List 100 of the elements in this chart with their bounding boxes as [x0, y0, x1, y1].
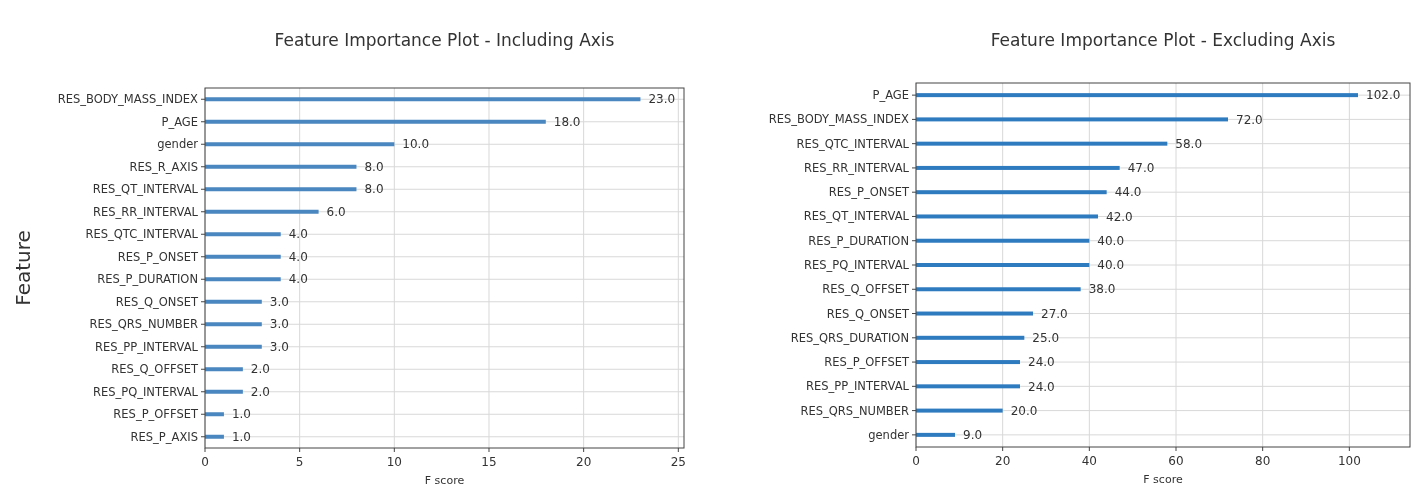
- y-tick-label: gender: [868, 427, 910, 442]
- data-label: 23.0: [648, 92, 676, 107]
- bar: [205, 209, 319, 214]
- y-tick-label: RES_P_ONSET: [117, 249, 199, 264]
- data-label: 2.0: [250, 362, 270, 377]
- x-tick-label: 0: [912, 454, 920, 468]
- x-tick-label: 5: [295, 455, 304, 469]
- y-tick-label: RES_QRS_NUMBER: [89, 317, 198, 332]
- bar: [916, 335, 1025, 340]
- data-label: 4.0: [288, 249, 308, 264]
- data-label: 44.0: [1114, 185, 1142, 200]
- y-tick-label: RES_PP_INTERVAL: [95, 339, 199, 354]
- bar: [916, 408, 1003, 413]
- y-tick-label: RES_BODY_MASS_INDEX: [768, 112, 910, 127]
- y-tick-label: RES_QT_INTERVAL: [803, 209, 910, 224]
- data-label: 8.0: [364, 159, 384, 174]
- data-label: 102.0: [1366, 88, 1401, 103]
- y-tick-label: RES_QTC_INTERVAL: [796, 136, 910, 151]
- data-label: 10.0: [402, 137, 430, 152]
- bar: [205, 277, 281, 282]
- y-tick-label: P_AGE: [872, 88, 909, 103]
- x-tick-label: 10: [386, 455, 402, 469]
- bar: [916, 93, 1358, 98]
- y-tick-label: RES_Q_ONSET: [826, 306, 910, 321]
- data-label: 24.0: [1028, 379, 1055, 394]
- bar: [916, 432, 955, 437]
- y-axis-title: Feature: [11, 230, 35, 306]
- y-tick-label: RES_P_AXIS: [130, 429, 198, 444]
- x-tick-label: 40: [1081, 454, 1097, 468]
- x-tick-label: 25: [670, 455, 686, 469]
- data-label: 6.0: [326, 204, 346, 219]
- bar: [916, 238, 1090, 243]
- bar: [205, 142, 395, 147]
- y-tick-label: RES_PQ_INTERVAL: [803, 258, 910, 273]
- y-tick-label: RES_P_ONSET: [828, 185, 910, 200]
- data-label: 58.0: [1175, 136, 1203, 151]
- y-tick-label: RES_QRS_NUMBER: [800, 403, 909, 418]
- data-label: 8.0: [364, 182, 384, 197]
- y-tick-label: RES_P_OFFSET: [113, 407, 199, 422]
- bar: [205, 367, 243, 372]
- bar: [916, 190, 1107, 195]
- y-tick-label: RES_QTC_INTERVAL: [85, 227, 199, 242]
- bar: [205, 232, 281, 237]
- bar: [916, 384, 1020, 389]
- x-tick-label: 20: [995, 454, 1011, 468]
- y-tick-label: RES_PP_INTERVAL: [806, 379, 910, 394]
- data-label: 47.0: [1127, 161, 1155, 176]
- y-tick-label: RES_P_DURATION: [97, 272, 198, 287]
- y-tick-label: gender: [157, 137, 199, 152]
- data-label: 1.0: [231, 407, 252, 422]
- bar: [205, 344, 262, 349]
- y-tick-label: RES_P_DURATION: [808, 233, 909, 248]
- bar: [916, 360, 1020, 365]
- data-label: 2.0: [250, 384, 270, 399]
- data-label: 1.0: [231, 429, 252, 444]
- data-label: 38.0: [1088, 282, 1116, 297]
- x-axis-title: F score: [1143, 473, 1183, 486]
- data-label: 72.0: [1236, 112, 1263, 127]
- y-tick-label: RES_RR_INTERVAL: [92, 204, 199, 219]
- data-label: 4.0: [288, 272, 308, 287]
- bar: [916, 165, 1120, 170]
- x-tick-label: 100: [1337, 454, 1361, 468]
- y-tick-label: RES_QRS_DURATION: [790, 330, 909, 345]
- y-tick-label: RES_R_AXIS: [129, 159, 198, 174]
- data-label: 25.0: [1032, 331, 1060, 345]
- data-label: 3.0: [269, 317, 289, 332]
- x-tick-label: 0: [201, 455, 209, 469]
- bar: [916, 311, 1033, 316]
- x-tick-label: 60: [1168, 454, 1184, 468]
- y-tick-label: RES_PQ_INTERVAL: [92, 384, 199, 399]
- x-tick-label: 20: [576, 455, 592, 469]
- data-label: 27.0: [1041, 306, 1068, 321]
- y-tick-label: RES_BODY_MASS_INDEX: [57, 92, 199, 107]
- data-label: 40.0: [1097, 258, 1125, 273]
- bar: [205, 389, 243, 394]
- data-label: 3.0: [269, 294, 289, 309]
- data-label: 3.0: [269, 339, 289, 354]
- data-label: 18.0: [553, 114, 581, 129]
- bar: [916, 117, 1228, 122]
- bar: [916, 263, 1090, 267]
- x-axis-title: F score: [424, 474, 465, 487]
- y-tick-label: RES_QT_INTERVAL: [92, 182, 199, 197]
- bar: [205, 434, 224, 439]
- bar: [916, 141, 1168, 146]
- y-tick-label: RES_Q_OFFSET: [111, 362, 199, 377]
- y-tick-label: RES_P_OFFSET: [824, 355, 910, 370]
- bar: [205, 254, 281, 259]
- bar: [205, 187, 357, 192]
- chart-title: Feature Importance Plot - Excluding Axis: [990, 30, 1336, 50]
- data-label: 24.0: [1028, 355, 1055, 370]
- bar: [205, 299, 262, 304]
- data-label: 20.0: [1010, 403, 1038, 418]
- data-label: 40.0: [1097, 233, 1125, 248]
- y-tick-label: RES_RR_INTERVAL: [803, 160, 910, 175]
- bar: [205, 412, 224, 417]
- x-tick-label: 15: [481, 455, 497, 469]
- bar: [916, 214, 1098, 219]
- data-label: 4.0: [288, 227, 308, 242]
- data-label: 9.0: [963, 428, 983, 443]
- y-tick-label: RES_Q_ONSET: [115, 294, 199, 309]
